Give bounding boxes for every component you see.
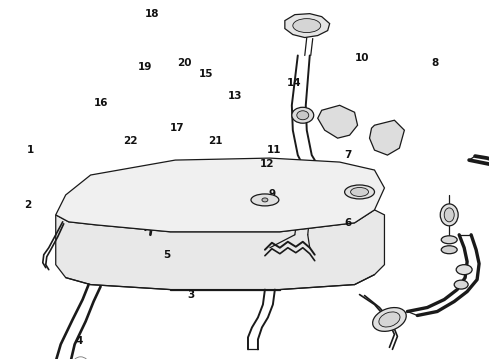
Text: 12: 12 [260,159,274,169]
Ellipse shape [441,246,457,254]
Text: 17: 17 [170,123,184,133]
Polygon shape [56,210,385,289]
Ellipse shape [297,111,309,120]
Text: 10: 10 [355,53,369,63]
Ellipse shape [293,19,321,32]
Polygon shape [285,14,330,37]
Text: 21: 21 [208,136,223,145]
Text: 5: 5 [163,250,171,260]
Text: 3: 3 [188,290,195,300]
Ellipse shape [251,194,279,206]
Ellipse shape [262,198,268,202]
Polygon shape [56,158,385,232]
Ellipse shape [350,188,368,197]
Polygon shape [318,105,358,138]
Ellipse shape [379,312,400,327]
Text: 2: 2 [24,200,31,210]
Text: 19: 19 [138,62,152,72]
Text: 1: 1 [26,144,34,154]
Text: 6: 6 [344,218,351,228]
Text: 16: 16 [94,98,108,108]
Text: 8: 8 [432,58,439,68]
Polygon shape [369,120,404,155]
Ellipse shape [344,185,374,199]
Text: 9: 9 [269,189,275,199]
Text: 14: 14 [287,78,301,88]
Text: 13: 13 [228,91,243,101]
Ellipse shape [441,236,457,244]
Ellipse shape [456,265,472,275]
Text: 18: 18 [145,9,160,19]
Text: 22: 22 [123,136,138,145]
Text: 4: 4 [75,336,83,346]
Text: 20: 20 [177,58,191,68]
Ellipse shape [454,280,468,289]
Ellipse shape [372,307,406,331]
Ellipse shape [444,208,454,222]
Text: 7: 7 [344,150,351,160]
Ellipse shape [292,107,314,123]
Text: 11: 11 [267,144,282,154]
Ellipse shape [440,204,458,226]
Text: 15: 15 [199,69,213,79]
